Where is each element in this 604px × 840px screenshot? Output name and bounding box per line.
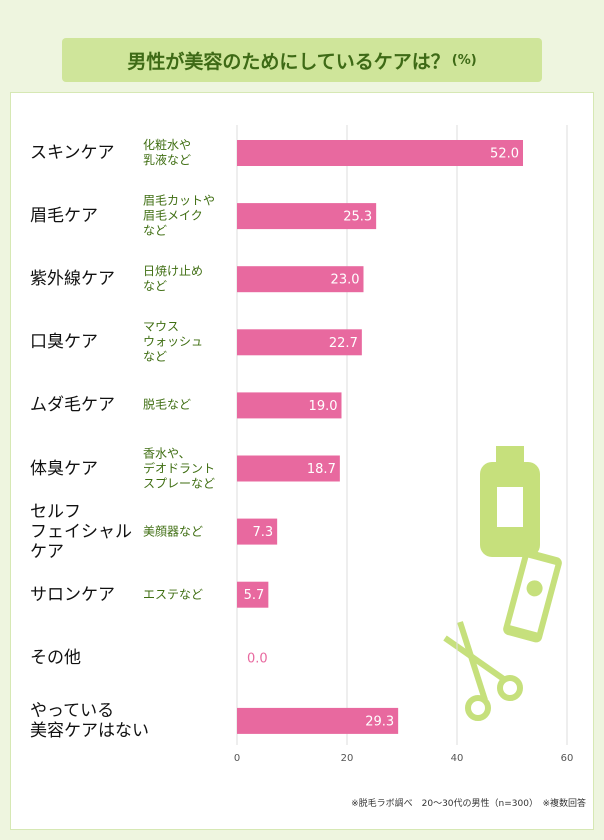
footnote: ※脱毛ラボ調べ 20〜30代の男性（n=300） ※複数回答: [351, 799, 586, 809]
x-tick-label: 60: [561, 753, 574, 764]
x-tick-label: 20: [341, 753, 354, 764]
tube-icon: [503, 549, 562, 643]
bar: [237, 203, 377, 230]
x-tick-label: 40: [451, 753, 464, 764]
category-label: スキンケア: [30, 143, 115, 163]
bar: [237, 455, 340, 482]
category-description: 日焼け止め など: [143, 264, 204, 294]
bottle-cap: [496, 446, 524, 464]
category-label: その他: [30, 647, 81, 668]
category-description: エステなど: [143, 587, 204, 602]
category-label: 口臭ケア: [30, 332, 98, 353]
category-description: 脱毛など: [143, 397, 192, 412]
decor: [443, 446, 562, 721]
title-unit: (%): [451, 52, 477, 68]
chart-title: 男性が美容のためにしているケアは？: [127, 50, 450, 73]
category-description: 香水や、 デオドラント スプレーなど: [143, 446, 216, 490]
bar: [237, 392, 342, 419]
bar: [237, 329, 362, 356]
category-label: 紫外線ケア: [30, 269, 115, 290]
value-label: 25.3: [343, 210, 372, 225]
x-tick-label: 0: [234, 753, 240, 764]
category-description: マウス ウォッシュ など: [143, 319, 204, 364]
value-label: 5.7: [244, 588, 265, 603]
category-description: 化粧水や 乳液など: [143, 138, 192, 167]
bottle-label: [497, 487, 523, 527]
value-label: 29.3: [365, 714, 394, 729]
category-label: 体臭ケア: [30, 458, 98, 479]
category-description: 眉毛カットや 眉毛メイク など: [143, 193, 216, 238]
value-label: 0.0: [247, 651, 268, 666]
category-label: ムダ毛ケア: [30, 395, 115, 416]
title-banner: 男性が美容のためにしているケアは？ (%): [62, 38, 542, 82]
category-label: 眉毛ケア: [30, 206, 98, 227]
bar: [237, 707, 399, 734]
value-label: 52.0: [490, 147, 519, 162]
category-label: セルフ フェイシャル ケア: [30, 501, 132, 562]
bar: [237, 140, 523, 166]
value-label: 18.7: [307, 462, 336, 477]
bar: [237, 518, 278, 545]
bar: [237, 266, 364, 293]
scissors-icon: [443, 621, 523, 721]
bar: [237, 581, 269, 608]
value-label: 22.7: [329, 336, 358, 351]
value-label: 7.3: [252, 525, 273, 540]
value-label: 19.0: [309, 399, 338, 414]
category-description: 美顔器など: [143, 524, 204, 539]
category-label: やっている 美容ケアはない: [30, 700, 149, 741]
category-label: サロンケア: [30, 584, 115, 605]
value-label: 23.0: [331, 273, 360, 288]
